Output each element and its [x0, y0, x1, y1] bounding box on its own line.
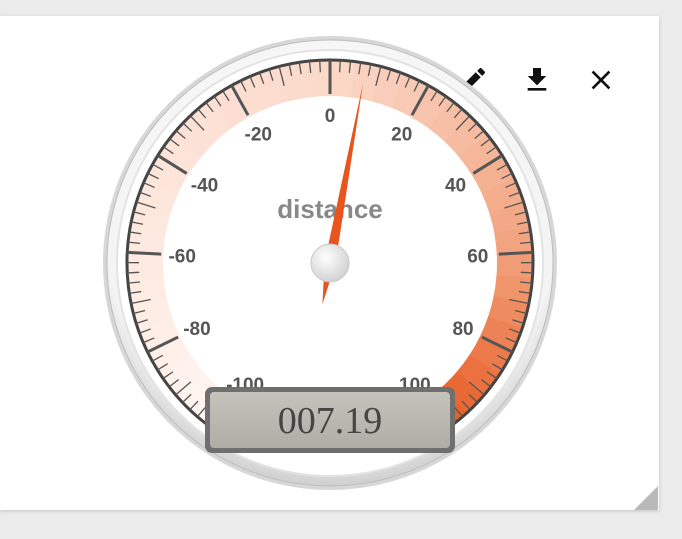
gauge-tick-label: 80: [452, 319, 473, 340]
gauge-tick-label: 60: [467, 246, 488, 267]
gauge-tick-label: 0: [325, 106, 336, 127]
gauge-tick-label: 40: [445, 176, 466, 197]
gauge-major-tick: [499, 252, 533, 254]
gauge-major-tick: [127, 252, 161, 254]
gauge-minor-tick: [521, 272, 533, 273]
resize-handle[interactable]: [634, 486, 658, 510]
gauge-tick-label: -60: [168, 246, 195, 267]
gauge-tick-label: -80: [183, 319, 210, 340]
gauge-title: distance: [277, 194, 383, 224]
gauge-tick-label: -20: [245, 125, 272, 146]
gauge-tick-label: 20: [391, 125, 412, 146]
gauge-band-segment: [496, 252, 533, 279]
gauge-tick-label: -40: [191, 176, 218, 197]
gauge-value-display: 007.19: [278, 400, 383, 442]
gauge-minor-tick: [320, 60, 321, 72]
gauge-band-segment: [304, 60, 331, 97]
gauge-hub: [311, 244, 349, 282]
gauge-minor-tick: [340, 60, 341, 72]
gauge-minor-tick: [127, 272, 139, 273]
